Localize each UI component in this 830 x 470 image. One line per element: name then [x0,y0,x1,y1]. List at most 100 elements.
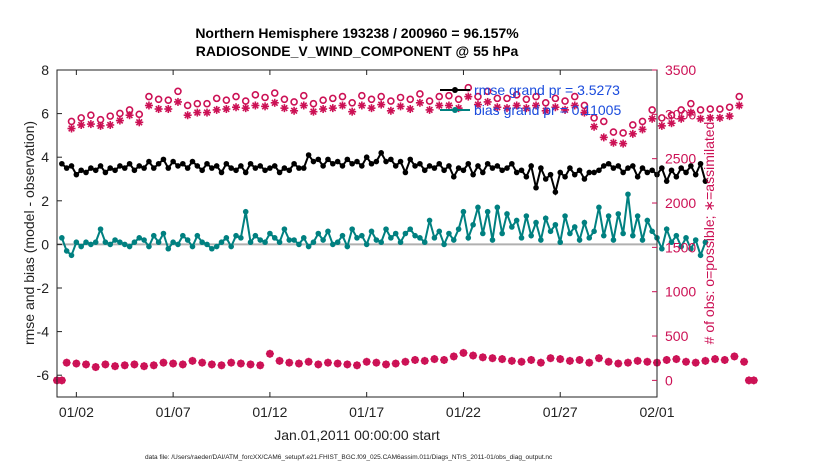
rmse-point [146,158,152,165]
obs-assimilated-point [740,357,749,366]
bias-point [305,243,312,250]
obs-possible-point [67,117,76,126]
rmse-point [359,163,365,169]
obs-possible-point [512,91,521,99]
obs-assimilated-point [82,360,91,369]
bias-point [107,241,114,248]
rmse-point [242,169,249,176]
rmse-point [412,163,418,169]
obs-assimilated-point [507,356,516,365]
rmse-point [286,167,293,174]
bias-point [310,239,317,246]
obs-possible-point [629,121,637,129]
bias-point [692,237,699,243]
bias-point [668,239,675,246]
bias-point [349,226,355,232]
bias-point [596,204,602,211]
obs-assimilated-point [715,113,724,122]
obs-assimilated-point [541,106,550,115]
obs-assimilated-point [599,133,608,142]
obs-possible-point [77,114,85,122]
bias-point [397,239,404,246]
bias-point [567,230,573,237]
bias-point [683,235,689,241]
obs-possible-point [164,96,173,104]
obs-assimilated-point [643,357,652,366]
obs-assimilated-point [62,358,71,367]
bias-point [315,230,322,237]
rmse-point [97,163,104,169]
bias-point [165,245,172,252]
bias-point [523,213,530,219]
obs-assimilated-point [522,104,531,113]
obs-possible-point [648,106,656,114]
rmse-point [165,165,172,171]
bias-point [697,252,704,259]
obs-assimilated-point [72,359,81,368]
rmse-point [421,167,428,174]
rmse-point [547,171,554,178]
bias-point [426,217,433,224]
obs-assimilated-point [614,359,623,368]
obs-assimilated-point [173,97,182,106]
obs-assimilated-point [188,356,197,365]
bias-point [465,235,472,241]
rmse-point [552,189,559,195]
data-file-footer: data file: /Users/raeder/DAI/ATM_forcXX/… [145,454,553,461]
series-layer [53,83,758,385]
y-left-tick-label: 8 [41,62,49,78]
rmse-point [78,167,84,174]
rmse-point [557,169,564,176]
obs-assimilated-point [725,112,734,121]
obs-assimilated-point [217,361,226,370]
obs-assimilated-point [357,101,366,110]
obs-assimilated-point [580,108,589,117]
rmse-point [121,165,128,171]
obs-assimilated-point [648,114,657,123]
obs-assimilated-point [120,361,129,370]
rmse-point [673,174,680,180]
bias-point [199,239,205,246]
bias-point [383,226,389,232]
bias-point [484,208,491,215]
obs-possible-point [87,111,95,120]
bias-point [547,228,554,235]
bias-point [354,235,360,241]
bias-point [126,243,133,250]
rmse-point [513,169,520,176]
rmse-point [349,160,355,167]
obs-possible-point [203,99,211,108]
obs-possible-point [599,117,608,126]
obs-assimilated-point [67,124,76,133]
y-right-tick-label: 3500 [665,62,696,78]
bias-point [242,208,249,215]
rmse-point [426,163,433,169]
obs-assimilated-point [261,102,270,111]
bias-point [407,226,414,232]
rmse-point [68,163,75,169]
rmse-point [639,165,646,171]
bias-point [480,230,486,237]
obs-assimilated-point [159,358,168,367]
bias-point [639,237,646,243]
obs-assimilated-point [294,359,303,368]
bias-point [262,239,268,246]
rmse-point [194,163,201,169]
bias-point [562,213,568,219]
plot-background [57,70,657,397]
obs-assimilated-point [140,362,149,371]
obs-assimilated-point [386,106,395,115]
obs-assimilated-point [473,100,482,109]
rmse-point [528,163,534,169]
obs-assimilated-point [585,358,594,367]
bias-point [446,230,452,237]
obs-assimilated-point [517,357,526,366]
obs-assimilated-point [203,108,211,117]
obs-possible-point [551,94,560,103]
obs-assimilated-point [101,360,110,369]
obs-assimilated-point [677,114,686,123]
rmse-point [368,160,375,167]
obs-possible-point [329,94,337,103]
obs-assimilated-point [686,108,695,117]
obs-possible-point [619,129,627,137]
